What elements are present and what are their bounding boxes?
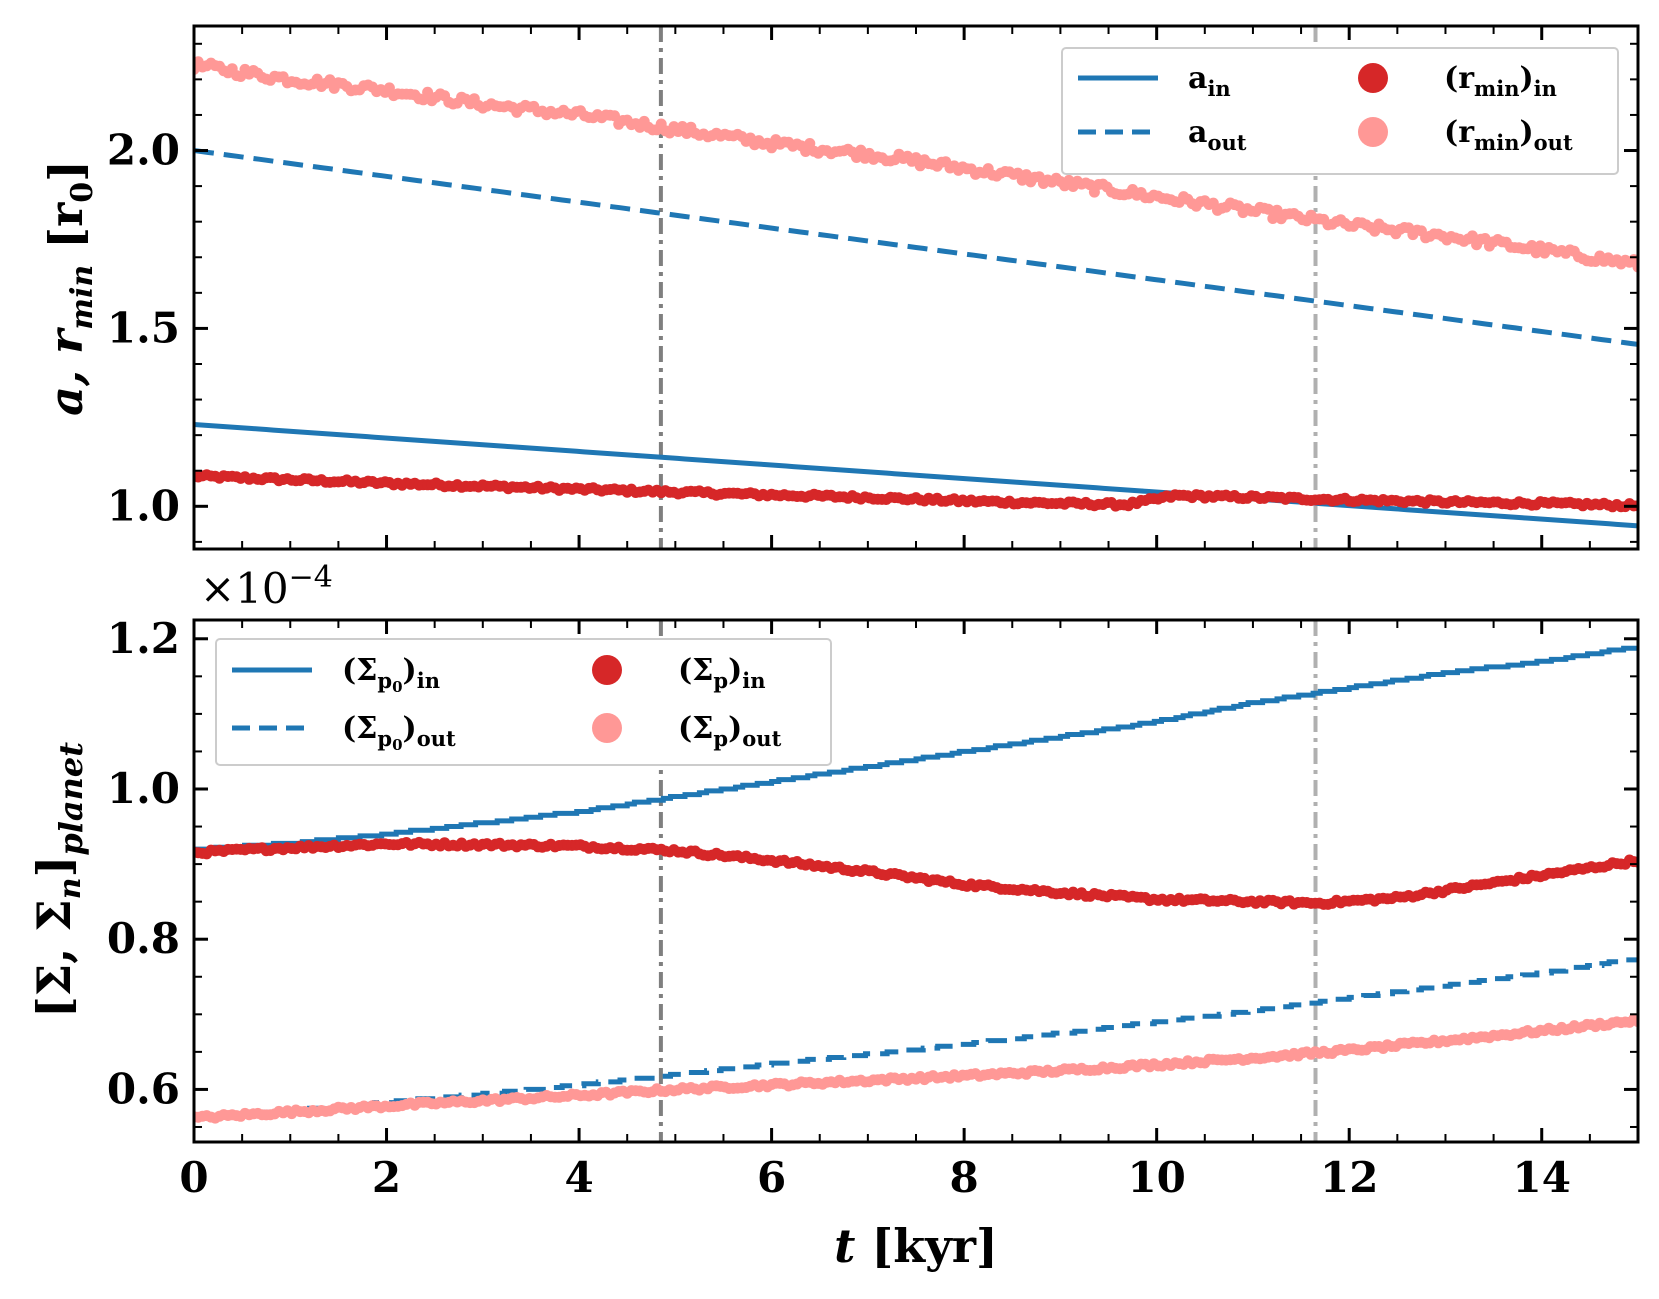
marker-rmin_out — [1263, 203, 1274, 215]
bottom-y-axis-title: [Σ, Σn]planet — [27, 742, 90, 1018]
bot-ytick-label: 0.6 — [107, 1064, 180, 1113]
legend-swatch-sp-in — [592, 655, 622, 685]
series-markers-rmin_in — [194, 469, 1638, 513]
top-y-axis-title: a, rmin [r0] — [39, 160, 100, 416]
xtick-label: 4 — [564, 1153, 593, 1202]
top-ytick-label: 2.0 — [107, 126, 180, 175]
series-line-sp0_in — [194, 645, 1638, 852]
marker-rmin_out — [609, 110, 620, 122]
xtick-label: 14 — [1513, 1153, 1571, 1202]
series-markers-sp_out — [194, 1013, 1638, 1124]
legend-label-a-out: aout — [1188, 115, 1247, 155]
marker-rmin_out — [1271, 204, 1283, 216]
xtick-label: 8 — [950, 1153, 979, 1202]
xtick-label: 0 — [179, 1153, 208, 1202]
marker-rmin_out — [1466, 230, 1478, 242]
series-line-a_out — [194, 148, 1638, 347]
panel-top: 1.0 1.5 2.0 a, rmin [r0] ain aout (rmin)in… — [39, 24, 1640, 551]
legend-label-sp-in: (Σp)in — [678, 653, 766, 693]
bottom-legend: (Σp0)in (Σp0)out (Σp)in (Σp)out — [215, 638, 832, 766]
marker-rmin_out — [422, 86, 434, 98]
legend-swatch-sp-out — [592, 713, 622, 743]
xtick-label: 10 — [1127, 1153, 1185, 1202]
marker-rmin_out — [766, 142, 778, 154]
marker-rmin_out — [324, 74, 336, 86]
legend-label-rmin-in: (rmin)in — [1444, 61, 1557, 101]
top-ytick-label: 1.5 — [107, 303, 180, 352]
series-markers-rmin_out — [194, 56, 1638, 273]
bot-ytick-label: 0.8 — [107, 914, 180, 963]
legend-label-sp-out: (Σp)out — [678, 711, 782, 751]
panel-bottom: 0.6 0.8 1.0 1.2 0 2 4 6 8 10 12 14 ×10−4 [Σ, Σn]pl… — [27, 560, 1640, 1273]
top-ytick-label: 1.0 — [107, 481, 180, 530]
series-markers-sp_in — [194, 836, 1638, 910]
x-axis-title: t [kyr] — [834, 1219, 998, 1273]
offset-text: ×10−4 — [200, 560, 333, 613]
top-legend: ain aout (rmin)in (rmin)out — [1061, 47, 1619, 175]
xtick-label: 6 — [757, 1153, 786, 1202]
xtick-label: 12 — [1320, 1153, 1378, 1202]
marker-rmin_out — [910, 152, 922, 164]
marker-rmin_out — [1267, 213, 1279, 224]
series-line-a_in — [194, 422, 1638, 529]
bot-ytick-label: 1.2 — [107, 614, 180, 663]
bot-ytick-label: 1.0 — [107, 764, 180, 813]
legend-swatch-rmin-in — [1358, 63, 1388, 93]
xtick-label: 2 — [372, 1153, 401, 1202]
marker-rmin_out — [855, 144, 867, 156]
legend-label-sp0-in: (Σp0)in — [342, 653, 440, 696]
legend-label-sp0-out: (Σp0)out — [342, 711, 456, 754]
legend-label-rmin-out: (rmin)out — [1444, 115, 1573, 155]
legend-label-a-in: ain — [1188, 61, 1231, 101]
legend-swatch-rmin-out — [1358, 117, 1388, 147]
